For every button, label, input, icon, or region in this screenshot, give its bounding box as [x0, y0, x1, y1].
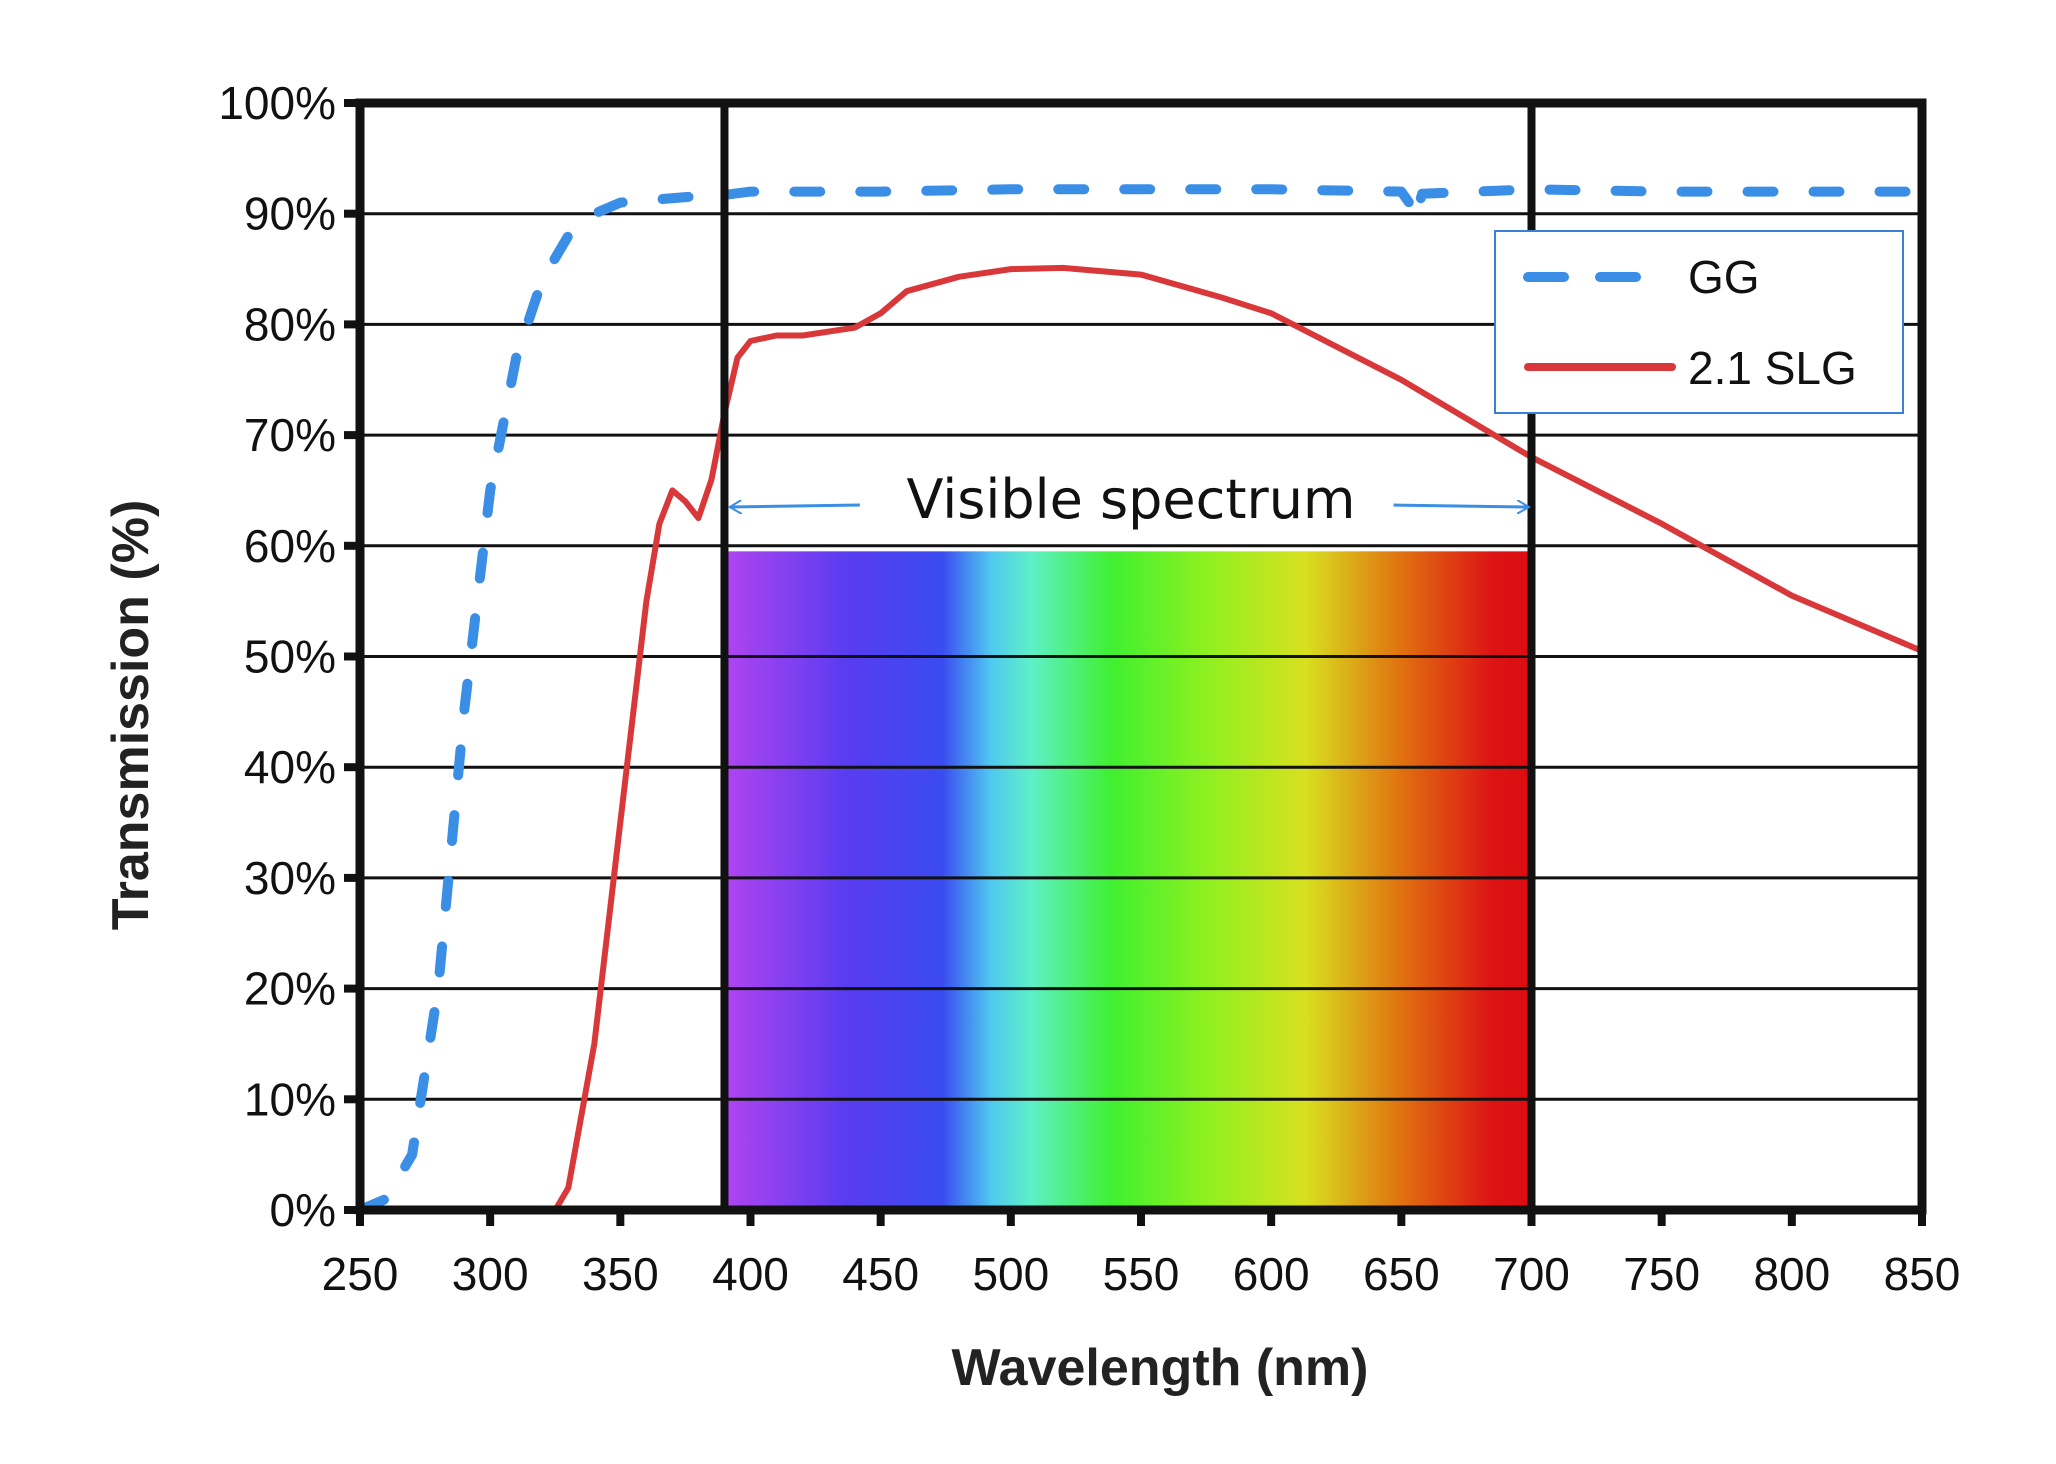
y-tick-label: 80% [244, 298, 336, 350]
y-tick-label: 70% [244, 409, 336, 461]
series-line-slg [487, 264, 1925, 1213]
x-tick-label: 700 [1493, 1248, 1570, 1300]
legend-label-slg: 2.1 SLG [1688, 342, 1857, 394]
x-tick-label: 850 [1884, 1248, 1961, 1300]
legend: GG 2.1 SLG [1494, 230, 1904, 414]
arrow-right [1393, 505, 1529, 507]
x-tick-label: 350 [582, 1248, 659, 1300]
visible-spectrum-label: Visible spectrum [906, 468, 1355, 531]
y-tick-label: 90% [244, 188, 336, 240]
y-tick-label: 50% [244, 631, 336, 683]
arrow-left [730, 505, 860, 507]
x-tick-label: 650 [1363, 1248, 1440, 1300]
x-tick-label: 600 [1233, 1248, 1310, 1300]
y-tick-label: 0% [270, 1184, 336, 1236]
x-axis-title: Wavelength (nm) [952, 1339, 1369, 1397]
y-tick-label: 30% [244, 852, 336, 904]
y-tick-label: 10% [244, 1073, 336, 1125]
y-tick-label: 100% [218, 77, 336, 129]
visible-spectrum-band [724, 551, 1532, 1210]
x-tick-label: 750 [1623, 1248, 1700, 1300]
series-line-gg [355, 184, 1927, 1215]
x-tick-label: 250 [322, 1248, 399, 1300]
y-tick-label: 20% [244, 963, 336, 1015]
x-tick-label: 500 [972, 1248, 1049, 1300]
y-axis-title: Transmission (%) [102, 500, 160, 931]
x-tick-label: 450 [842, 1248, 919, 1300]
y-tick-label: 40% [244, 741, 336, 793]
legend-label-gg: GG [1688, 251, 1760, 303]
legend-box [1494, 230, 1904, 414]
y-tick-label: 60% [244, 520, 336, 572]
x-tick-label: 800 [1753, 1248, 1830, 1300]
x-tick-label: 300 [452, 1248, 529, 1300]
x-tick-label: 550 [1103, 1248, 1180, 1300]
x-tick-label: 400 [712, 1248, 789, 1300]
